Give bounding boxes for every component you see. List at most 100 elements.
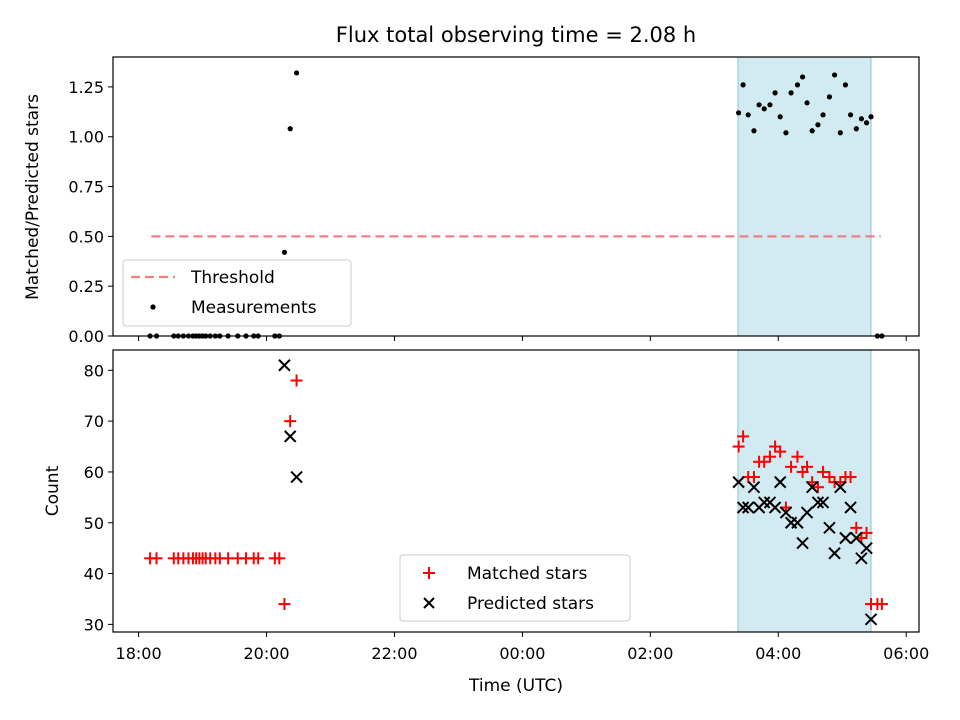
measurement-point [831, 72, 838, 78]
measurement-point [751, 128, 757, 134]
measurement-point [756, 102, 762, 108]
predicted-star-point [860, 541, 873, 555]
matched-star-point [273, 552, 286, 565]
count-legend-box [399, 554, 631, 622]
ratio-y-tick-label: 1.25 [68, 78, 104, 97]
predicted-star-point [855, 552, 868, 565]
legend-predicted-label: Predicted stars [467, 594, 594, 614]
matched-star-point [774, 445, 787, 458]
measurement-point [287, 126, 293, 132]
measurement-point [745, 112, 751, 118]
count-y-tick-label: 70 [84, 412, 104, 431]
predicted-star-point [834, 480, 847, 494]
measurement-point [761, 106, 767, 112]
ratio-y-tick-label: 0.75 [68, 178, 104, 197]
matched-star-point [278, 598, 291, 611]
predicted-star-point [805, 480, 819, 494]
predicted-star-point [816, 496, 830, 509]
measurement-point [815, 122, 821, 128]
predicted-star-point [844, 501, 857, 514]
predicted-star-point [283, 430, 297, 443]
chart-title: Flux total observing time = 2.08 h [336, 23, 696, 47]
legend-threshold-label: Threshold [190, 268, 275, 288]
x-axis-label: Time (UTC) [468, 676, 563, 696]
measurement-point [826, 94, 833, 100]
measurement-point [740, 82, 746, 88]
predicted-star-point [290, 470, 303, 484]
measurement-point [804, 100, 810, 106]
predicted-star-point [839, 531, 852, 545]
measurement-point [847, 112, 854, 118]
measurement-point [863, 120, 870, 126]
measurement-point [799, 74, 806, 80]
measurement-point [842, 82, 849, 88]
legend-matched-swatch [423, 567, 435, 579]
count-y-tick-label: 80 [84, 361, 104, 380]
predicted-star-point [732, 475, 745, 489]
measurement-point [868, 114, 874, 120]
legend-measurements-swatch [150, 304, 156, 310]
matched-star-point [732, 440, 745, 453]
matched-star-point [875, 598, 888, 611]
ratio-observing-window [737, 56, 872, 337]
matched-star-point [252, 552, 265, 565]
ratio-y-tick-label: 1.00 [68, 128, 104, 147]
count-plot-frame [112, 349, 920, 633]
matched-star-point [811, 481, 824, 494]
measurement-point [736, 110, 742, 116]
ratio-panel: 0.00 0.25 0.50 0.75 1.00 1.25 Matched/Predict… [23, 56, 920, 346]
count-panel: 30 40 50 60 70 80 18:00 20:00 22:00 00:00 02:00 04… [43, 349, 929, 696]
matched-star-point [284, 415, 297, 428]
matched-star-point [844, 471, 857, 484]
predicted-star-point [850, 531, 863, 545]
matched-star-point [290, 374, 303, 387]
ratio-y-tick-label: 0.00 [68, 327, 104, 346]
legend-measurements-label: Measurements [191, 298, 317, 318]
measurement-point [772, 90, 778, 96]
x-tick-label: 02:00 [627, 644, 673, 663]
matched-star-point [850, 521, 863, 534]
count-y-tick-label: 50 [84, 514, 104, 533]
measurement-point [281, 249, 288, 255]
x-tick-label: 04:00 [755, 644, 801, 663]
predicted-star-point [779, 506, 793, 519]
predicted-star-point [747, 480, 761, 494]
measurement-point [837, 130, 843, 136]
predicted-star-point [796, 536, 809, 550]
x-tick-label: 20:00 [243, 644, 289, 663]
matched-star-point [860, 526, 873, 539]
count-legend: Matched stars Predicted stars [399, 554, 631, 622]
predicted-star-point [773, 475, 787, 489]
matched-star-point [801, 460, 814, 473]
predicted-star-point [757, 496, 771, 509]
x-tick-label: 00:00 [499, 644, 545, 663]
matched-star-point [817, 465, 830, 478]
measurement-point [783, 130, 789, 136]
predicted-star-point [791, 516, 804, 529]
predicted-star-point [864, 613, 878, 626]
ratio-y-tick-label: 0.50 [68, 227, 104, 246]
x-tick-label: 18:00 [116, 644, 162, 663]
predicted-star-point [741, 501, 755, 514]
count-y-axis-label: Count [43, 465, 63, 516]
predicted-star-point [278, 359, 291, 372]
legend-predicted-swatch [423, 597, 435, 609]
measurement-point [820, 112, 826, 118]
matched-star-point [747, 471, 760, 484]
measurement-point [858, 116, 865, 122]
matched-star-point [758, 455, 771, 468]
measurement-point [853, 126, 859, 132]
ratio-plot-frame [112, 56, 920, 337]
x-tick-label: 06:00 [883, 644, 929, 663]
predicted-star-point [736, 501, 750, 514]
ratio-y-axis-label: Matched/Predicted stars [23, 94, 43, 300]
matched-star-point [763, 450, 776, 463]
ratio-legend: Threshold Measurements [122, 259, 352, 327]
x-tick-label: 22:00 [371, 644, 417, 663]
count-y-tick-label: 40 [84, 565, 104, 584]
ratio-y-tick-label: 0.25 [68, 277, 104, 296]
matched-star-point [737, 430, 750, 443]
measurement-point [767, 102, 773, 108]
measurement-point [788, 90, 794, 96]
